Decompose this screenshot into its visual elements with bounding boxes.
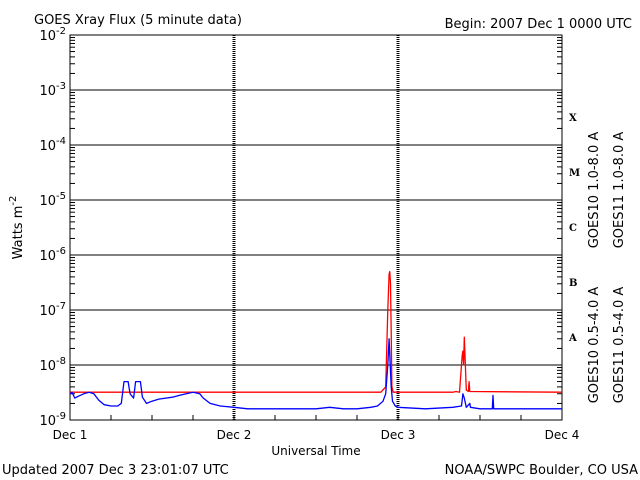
flare-class-label: M <box>569 168 580 179</box>
flare-class-label: X <box>569 113 577 124</box>
y-tick-label: 10-3 <box>39 81 66 99</box>
legend-entry: GOES11 0.5-4.0 A <box>612 287 627 404</box>
x-tick-label: Dec 1 <box>53 428 88 442</box>
flare-class-label: C <box>569 223 577 234</box>
y-axis-label: Watts m-2 <box>8 196 26 260</box>
legend-entry: GOES10 1.0-8.0 A <box>587 132 602 249</box>
y-tick-label: 10-6 <box>39 246 66 264</box>
chart-title: GOES Xray Flux (5 minute data) <box>34 13 242 28</box>
x-axis-label: Universal Time <box>271 444 360 458</box>
chart-subtitle: Begin: 2007 Dec 1 0000 UTC <box>445 17 632 32</box>
legend-entry: GOES10 0.5-4.0 A <box>587 287 602 404</box>
plot-frame <box>69 34 563 421</box>
y-tick-label: 10-5 <box>39 191 66 209</box>
series-line <box>70 270 563 393</box>
y-tick-label: 10-9 <box>39 411 66 429</box>
legend-entry: GOES11 1.0-8.0 A <box>612 132 627 249</box>
y-tick-label: 10-7 <box>39 301 66 319</box>
flare-class-label: A <box>568 333 577 344</box>
y-tick-label: 10-2 <box>39 26 66 44</box>
flare-class-label: B <box>569 278 577 289</box>
y-tick-label: 10-4 <box>39 136 66 154</box>
x-tick-label: Dec 2 <box>217 428 252 442</box>
footer-credit: NOAA/SWPC Boulder, CO USA <box>445 463 638 478</box>
y-tick-label: 10-8 <box>39 356 66 374</box>
footer-updated: Updated 2007 Dec 3 23:01:07 UTC <box>2 463 229 478</box>
x-tick-label: Dec 3 <box>381 428 416 442</box>
x-tick-label: Dec 4 <box>545 428 580 442</box>
series-line <box>69 338 562 410</box>
